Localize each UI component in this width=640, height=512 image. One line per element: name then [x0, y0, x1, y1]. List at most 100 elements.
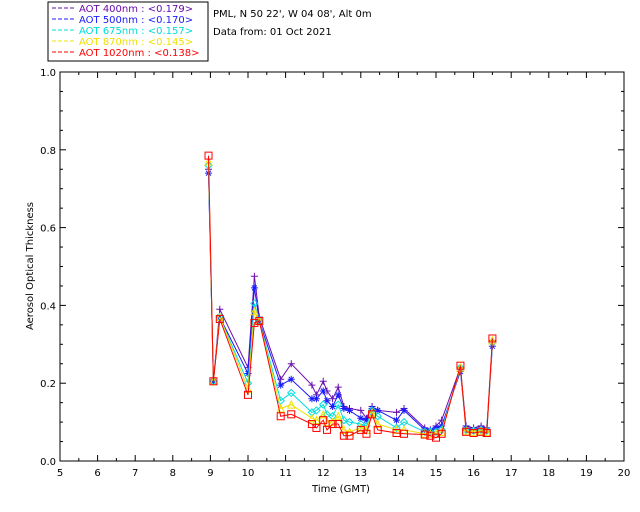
data-point-4-11 — [322, 425, 331, 434]
data-point-4-5 — [255, 316, 264, 325]
data-point-1-12 — [329, 403, 337, 411]
data-point-4-13 — [334, 420, 343, 429]
data-point-4-0 — [204, 151, 213, 160]
data-point-3-28 — [469, 427, 478, 436]
legend-box — [47, 1, 209, 62]
legend: AOT 400nm : <0.179>AOT 500nm : <0.170>AO… — [47, 1, 209, 62]
y-tick-label-5: 1.0 — [40, 68, 56, 79]
chart-title: PML, N 50 22', W 04 08', Alt 0m — [213, 9, 372, 20]
x-tick-label-1: 6 — [94, 468, 100, 479]
data-point-4-1 — [209, 377, 218, 386]
data-point-4-20 — [392, 428, 401, 437]
data-point-1-4 — [250, 284, 258, 292]
data-point-4-23 — [426, 431, 435, 440]
data-point-4-15 — [345, 431, 354, 440]
data-point-4-25 — [437, 429, 446, 438]
data-point-0-8 — [308, 381, 316, 389]
data-point-0-2 — [216, 305, 224, 313]
data-point-4-28 — [469, 428, 478, 437]
data-point-3-8 — [307, 413, 317, 423]
data-point-4-26 — [456, 361, 465, 370]
data-point-4-18 — [368, 410, 377, 419]
data-point-1-17 — [362, 416, 370, 424]
data-point-3-7 — [286, 399, 296, 409]
data-point-4-21 — [400, 429, 409, 438]
legend-entry-0: AOT 400nm : <0.179> — [79, 4, 193, 15]
data-point-1-7 — [287, 375, 295, 383]
data-point-4-6 — [276, 412, 285, 421]
y-tick-label-0: 0.0 — [40, 457, 56, 468]
data-point-2-12 — [328, 412, 337, 421]
legend-entry-4: AOT 1020nm : <0.138> — [79, 48, 199, 59]
data-point-1-13 — [334, 391, 342, 399]
x-tick-label-14: 19 — [580, 468, 593, 479]
x-tick-label-5: 10 — [242, 468, 255, 479]
data-point-0-16 — [357, 406, 365, 414]
x-tick-label-15: 20 — [618, 468, 631, 479]
data-point-4-31 — [488, 334, 497, 343]
data-point-3-25 — [437, 427, 446, 436]
data-point-1-10 — [319, 387, 327, 395]
data-point-4-27 — [462, 427, 471, 436]
data-point-4-17 — [362, 429, 371, 438]
x-tick-label-10: 15 — [430, 468, 443, 479]
data-point-2-15 — [345, 417, 354, 427]
data-point-4-19 — [373, 425, 382, 434]
data-point-1-11 — [323, 397, 331, 405]
chart-subtitle: Data from: 01 Oct 2021 — [213, 27, 332, 38]
legend-entry-1: AOT 500nm : <0.170> — [79, 15, 193, 26]
data-point-4-7 — [287, 410, 296, 419]
y-tick-label-4: 0.8 — [40, 146, 56, 157]
data-point-1-15 — [346, 406, 354, 414]
legend-entry-2: AOT 675nm : <0.157> — [79, 26, 193, 37]
series-line-1 — [208, 173, 493, 432]
series-4 — [204, 151, 497, 442]
y-tick-label-2: 0.4 — [40, 301, 56, 312]
data-point-4-10 — [319, 416, 328, 425]
data-point-1-20 — [393, 416, 401, 424]
data-point-4-2 — [215, 315, 224, 324]
x-tick-label-13: 18 — [542, 468, 555, 479]
data-point-3-4 — [250, 306, 259, 316]
x-tick-label-2: 7 — [132, 468, 138, 479]
data-point-3-16 — [356, 423, 366, 432]
x-tick-label-11: 16 — [467, 468, 480, 479]
data-point-0-10 — [319, 377, 327, 385]
data-point-1-19 — [374, 406, 382, 414]
y-tick-label-3: 0.6 — [40, 224, 56, 235]
data-point-4-12 — [328, 420, 337, 429]
data-point-2-9 — [312, 406, 321, 415]
data-point-1-9 — [312, 395, 320, 403]
plot-frame — [59, 71, 625, 462]
data-point-1-21 — [400, 406, 408, 414]
x-axis-label: Time (GMT) — [311, 484, 370, 495]
data-point-3-14 — [339, 425, 349, 434]
data-point-0-12 — [329, 395, 337, 403]
data-point-0-20 — [393, 408, 401, 416]
x-tick-label-12: 17 — [505, 468, 518, 479]
x-tick-label-8: 13 — [354, 468, 367, 479]
x-tick-label-7: 12 — [317, 468, 330, 479]
data-point-2-20 — [392, 423, 401, 433]
data-point-3-27 — [461, 426, 471, 435]
legend-entry-3: AOT 870nm : <0.145> — [79, 37, 193, 48]
y-tick-label-1: 0.2 — [40, 379, 56, 390]
data-point-2-10 — [318, 400, 328, 409]
data-point-4-4 — [250, 318, 259, 327]
data-point-3-13 — [333, 411, 343, 421]
data-point-4-3 — [244, 390, 252, 399]
data-point-2-7 — [287, 388, 296, 398]
y-axis-label: Aerosol Optical Thickness — [25, 202, 36, 330]
data-point-4-30 — [482, 428, 491, 437]
data-point-4-9 — [312, 423, 321, 432]
data-point-1-16 — [357, 414, 365, 422]
data-point-3-10 — [318, 409, 328, 419]
x-tick-label-0: 5 — [57, 468, 63, 479]
x-tick-label-6: 11 — [279, 468, 292, 479]
x-tick-label-9: 14 — [392, 468, 405, 479]
plot-area: 5 6 7 8 9 10 11 12 13 14 15 16 17 18 19 20 0.0 0.2 0.4 0.6 0… — [40, 68, 630, 479]
series-line-4 — [208, 155, 493, 439]
data-point-1-8 — [308, 395, 316, 403]
data-point-2-13 — [334, 400, 343, 409]
